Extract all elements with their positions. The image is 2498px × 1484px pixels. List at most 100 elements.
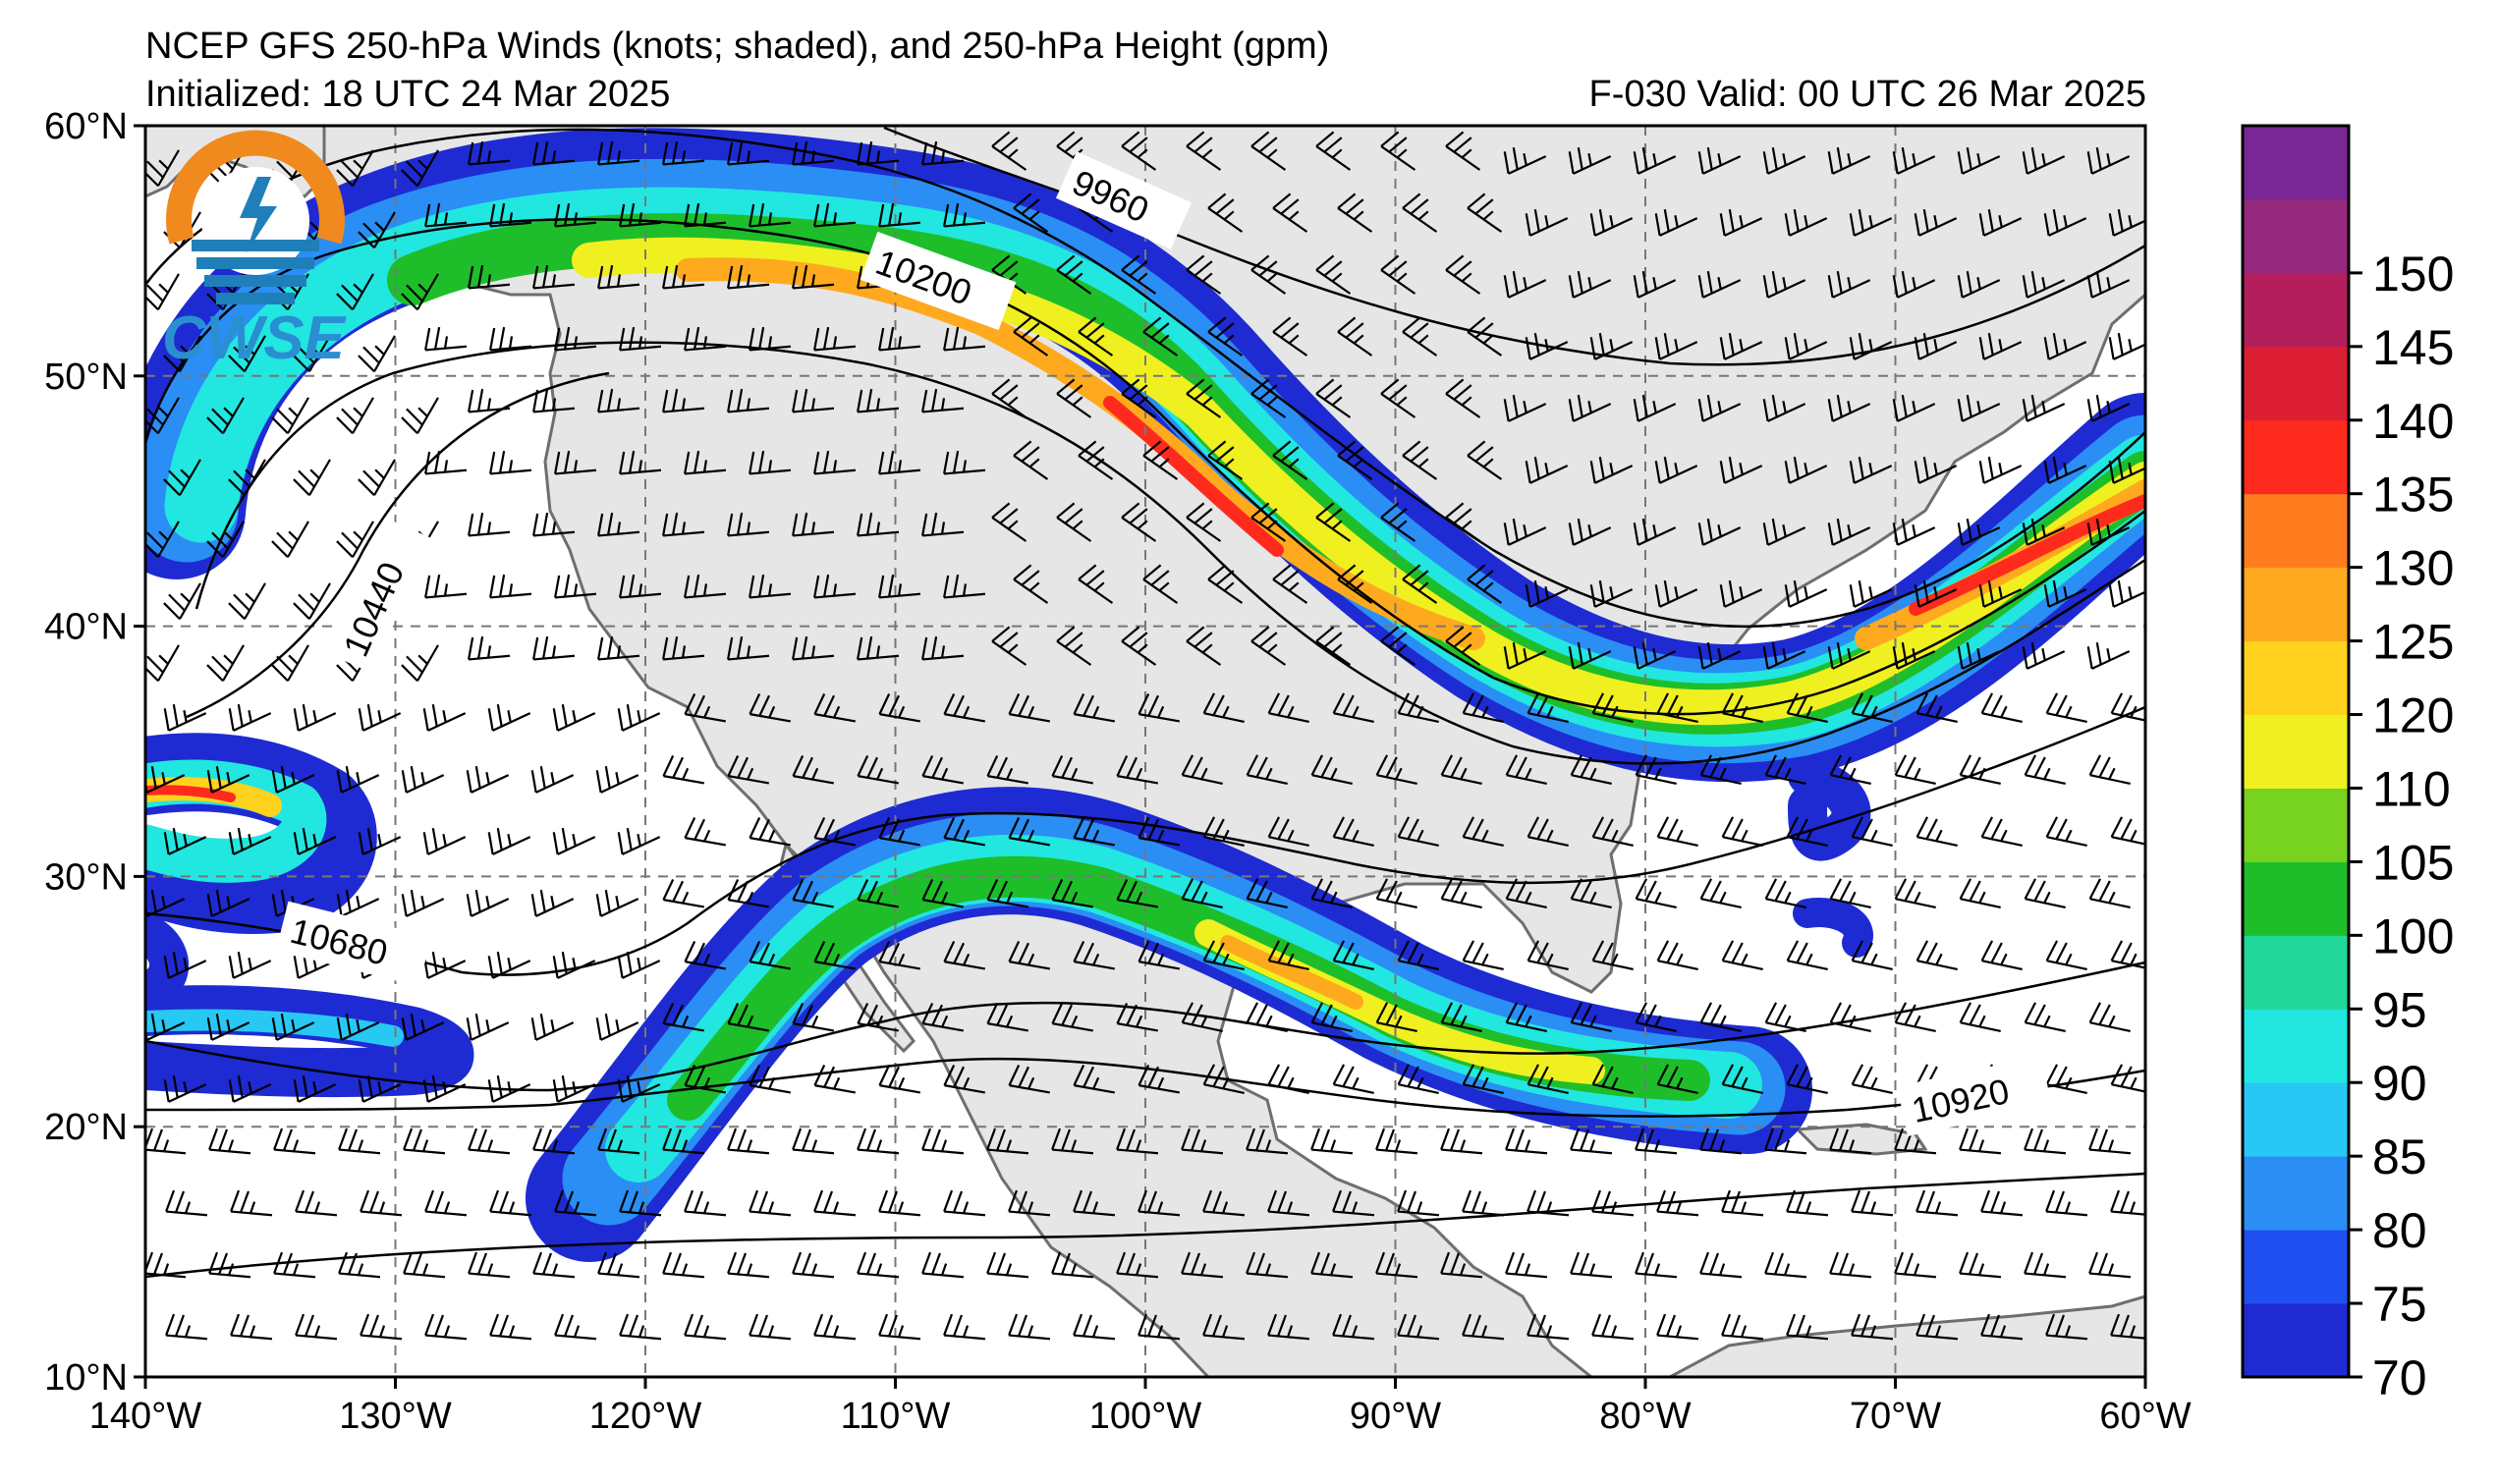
wind-barb	[489, 1313, 532, 1341]
colorbar-segment	[2243, 126, 2349, 200]
barb-feather	[1201, 520, 1213, 530]
wind-barb	[1591, 1064, 1634, 1094]
wind-barb	[684, 202, 727, 228]
barb-feather	[865, 635, 873, 659]
barb-feather	[1568, 646, 1575, 670]
barb-feather	[1288, 210, 1300, 221]
wind-barb	[1116, 1127, 1159, 1155]
barb-feather	[1969, 1128, 1978, 1151]
barb-feather	[551, 150, 557, 163]
barb-feather	[931, 880, 943, 903]
barb-feather	[1764, 1127, 1775, 1150]
wind-barb	[2045, 816, 2087, 847]
barb-feather	[1450, 756, 1463, 778]
wind-barb	[1568, 394, 1612, 422]
wind-barb	[813, 202, 857, 228]
barb-feather	[1056, 502, 1076, 519]
barb-feather	[1525, 461, 1531, 484]
wind-barb	[1915, 1313, 1959, 1341]
barb-feather	[1990, 694, 2003, 716]
barb-feather	[1286, 1325, 1294, 1338]
barb-feather	[921, 389, 928, 412]
barb-feather	[1966, 270, 1972, 294]
barb-feather	[1966, 641, 1972, 665]
barb-feather	[1082, 1314, 1092, 1337]
barb-feather	[1914, 891, 1921, 904]
wind-barb	[1337, 564, 1373, 604]
barb-feather	[1093, 581, 1105, 592]
barb-feather	[1721, 1313, 1732, 1336]
wind-barb	[401, 149, 439, 188]
barb-feather	[1135, 1139, 1142, 1152]
barb-feather	[1969, 1252, 1978, 1275]
barb-feather	[694, 818, 705, 841]
barb-feather	[1934, 1201, 1942, 1214]
wind-barb	[2043, 332, 2087, 360]
barb-feather	[1116, 1127, 1127, 1150]
wind-barb	[1978, 332, 2023, 360]
barb-feather	[2041, 401, 2046, 413]
barb-feather	[1072, 643, 1083, 654]
wind-barb	[532, 1127, 576, 1155]
barb-feather	[1440, 878, 1454, 900]
barb-feather	[228, 478, 246, 497]
barb-feather	[336, 293, 354, 311]
barb-feather	[1633, 151, 1639, 175]
barb-feather	[1666, 818, 1679, 840]
barb-feather	[1652, 153, 1657, 166]
wind-barb	[1980, 816, 2023, 847]
wind-barb	[1462, 816, 1504, 847]
barb-feather	[1264, 1139, 1272, 1152]
wind-barb	[813, 941, 856, 970]
barb-feather	[283, 1252, 293, 1275]
barb-feather	[1706, 518, 1713, 541]
barb-feather	[1892, 275, 1899, 299]
colorbar-tick-label: 125	[2372, 615, 2454, 670]
wind-barb	[857, 879, 899, 908]
barb-feather	[1545, 1325, 1553, 1338]
wind-barb	[1786, 816, 1828, 847]
barb-feather	[312, 1081, 317, 1094]
barb-feather	[1027, 1076, 1035, 1090]
barb-feather	[1771, 641, 1778, 665]
barb-feather	[813, 693, 826, 715]
barb-feather	[433, 450, 441, 473]
barb-feather	[485, 1019, 490, 1032]
barb-feather	[572, 1081, 577, 1094]
barb-feather	[487, 956, 494, 979]
barb-feather	[802, 756, 813, 779]
wind-barb	[1246, 1251, 1289, 1279]
barb-feather	[1774, 1128, 1784, 1151]
barb-feather	[1397, 816, 1411, 838]
barb-feather	[1601, 1190, 1611, 1213]
wind-barb	[1851, 816, 1893, 847]
wind-barb	[1462, 1064, 1504, 1094]
barb-feather	[1129, 137, 1148, 153]
wind-barb	[1786, 1064, 1828, 1094]
barb-feather	[811, 767, 819, 781]
wind-barb	[1849, 332, 1893, 360]
barb-feather	[749, 941, 761, 962]
barb-feather	[1536, 1190, 1546, 1213]
barb-feather	[986, 1127, 997, 1150]
barb-feather	[1375, 754, 1389, 776]
wind-barb	[293, 1074, 337, 1103]
barb-feather	[1980, 1189, 1991, 1212]
barb-feather	[2033, 880, 2046, 902]
barb-feather	[875, 150, 881, 163]
barb-feather	[810, 150, 816, 163]
barb-feather	[2130, 953, 2137, 965]
wind-barb	[1116, 1003, 1158, 1032]
wind-barb	[792, 512, 835, 537]
barb-feather	[1717, 648, 1722, 661]
colorbar-segment	[2243, 1082, 2349, 1157]
barb-feather	[1827, 646, 1834, 670]
barb-feather	[1523, 401, 1527, 413]
barb-feather	[1255, 1252, 1265, 1275]
barb-feather	[941, 767, 949, 781]
barb-feather	[146, 160, 164, 179]
barb-feather	[2098, 756, 2111, 778]
barb-feather	[420, 1019, 425, 1032]
wind-barb	[1721, 692, 1763, 723]
barb-feather	[550, 896, 555, 908]
